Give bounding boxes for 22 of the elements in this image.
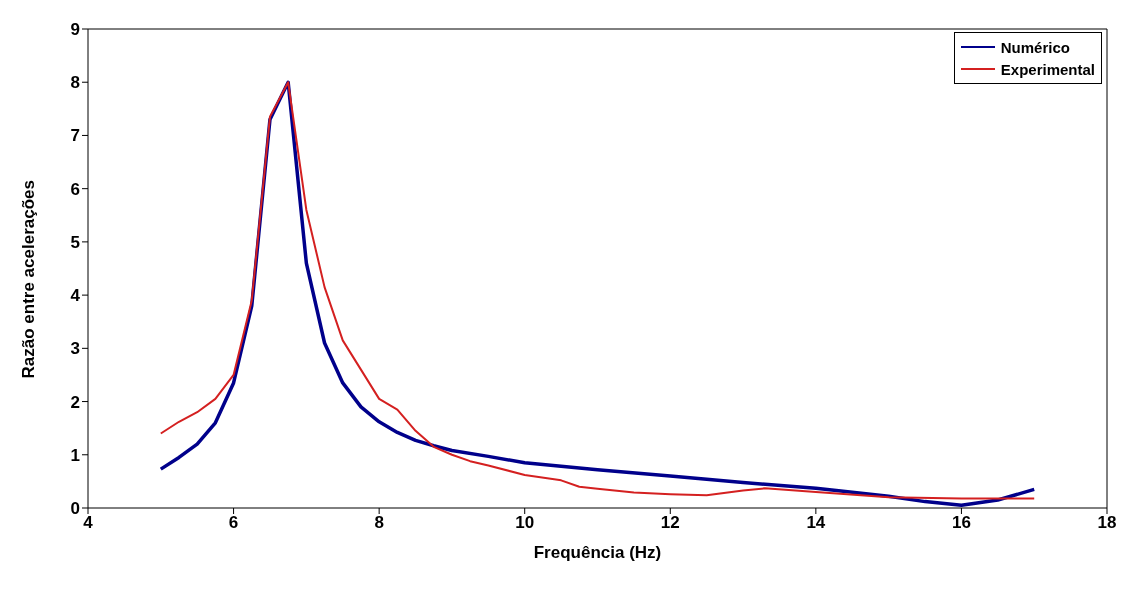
y-tick-label: 0: [70, 499, 80, 519]
legend-label: Numérico: [1000, 38, 1070, 56]
x-tick-label: 6: [228, 513, 239, 533]
x-tick-label: 8: [374, 513, 384, 533]
x-tick-label: 12: [660, 513, 680, 533]
y-tick-label: 1: [70, 445, 80, 465]
legend-label: Experimental: [1000, 60, 1095, 78]
x-tick-label: 18: [1097, 513, 1117, 533]
y-tick-label: 3: [70, 339, 80, 359]
y-tick-label: 7: [70, 126, 80, 146]
y-tick-label: 2: [70, 392, 80, 412]
y-axis-title: Razão entre acelerações: [19, 180, 39, 379]
x-tick-label: 4: [83, 513, 94, 533]
y-tick-label: 5: [70, 232, 80, 252]
x-tick-label: 14: [806, 513, 826, 533]
y-tick-label: 9: [70, 20, 80, 40]
y-tick-label: 8: [70, 73, 80, 93]
x-tick-label: 10: [515, 513, 535, 533]
y-tick-label: 6: [70, 179, 80, 199]
x-axis-title: Frequência (Hz): [533, 543, 662, 562]
x-tick-label: 16: [951, 513, 971, 533]
y-tick-label: 4: [70, 286, 81, 306]
